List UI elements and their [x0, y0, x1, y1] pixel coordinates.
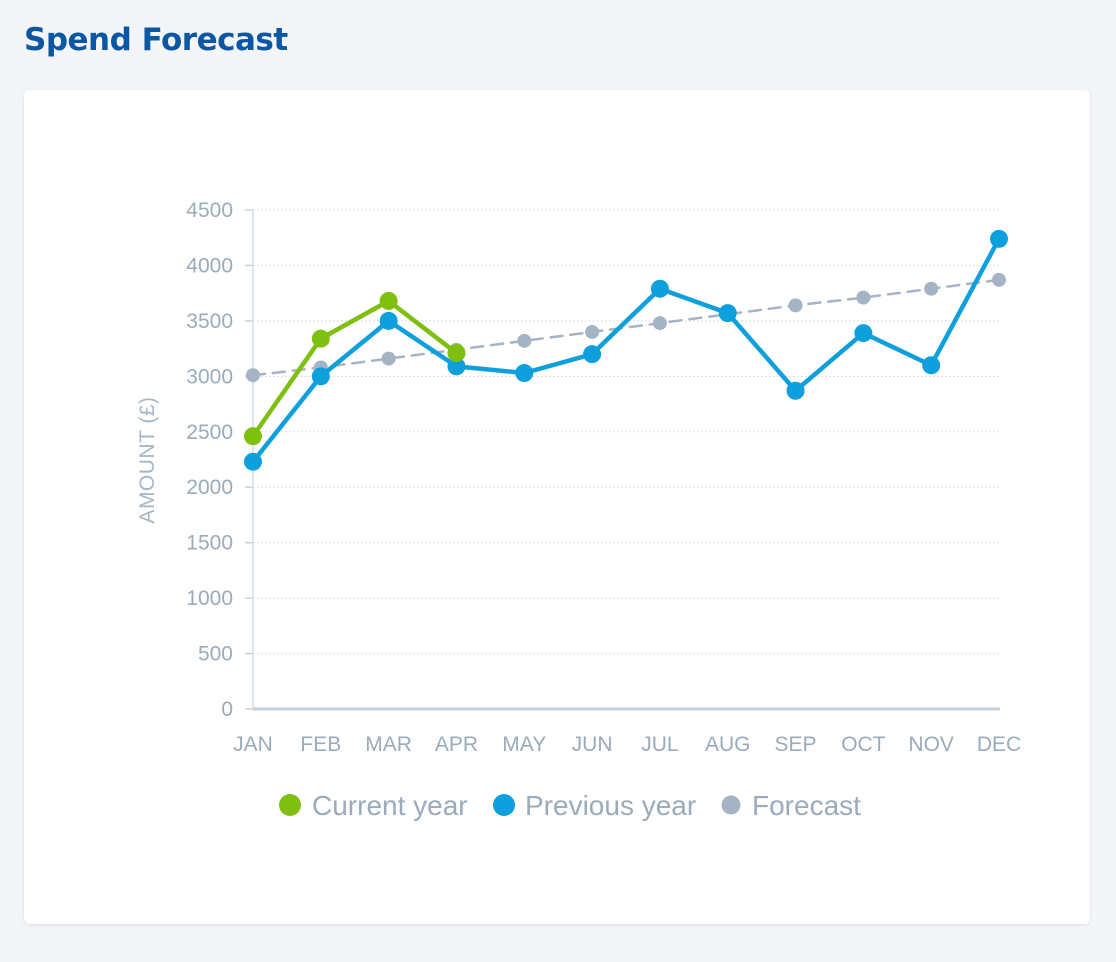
point-forecast-jan[interactable] — [246, 368, 260, 383]
spend-forecast-chart: 0 500 1000 1500 2000 2500 3000 3500 4000 4500 JAN F… — [136, 199, 1021, 821]
point-forecast-mar[interactable] — [381, 351, 396, 366]
x-tick-label-aug: AUG — [705, 733, 751, 756]
point-previous-year-jan[interactable] — [244, 452, 262, 471]
point-previous-year-jun[interactable] — [583, 345, 602, 364]
point-forecast-jun[interactable] — [585, 324, 600, 339]
point-forecast-dec[interactable] — [992, 272, 1006, 287]
x-tick-label-jun: JUN — [572, 733, 613, 756]
series-current-year — [244, 291, 466, 446]
point-previous-year-aug[interactable] — [718, 304, 737, 323]
legend-item-previous-year[interactable]: Previous year — [493, 790, 696, 821]
x-tick-label-jul: JUL — [641, 733, 678, 756]
series-line-previous-year — [250, 236, 1002, 464]
legend-label-current-year: Current year — [312, 790, 468, 821]
point-forecast-sep[interactable] — [788, 298, 803, 313]
point-previous-year-may[interactable] — [515, 364, 534, 383]
x-tick-label-mar: MAR — [365, 733, 412, 756]
y-tick-label-3500: 3500 — [186, 310, 233, 333]
x-tick-label-nov: NOV — [908, 733, 954, 756]
legend-item-current-year[interactable]: Current year — [279, 790, 468, 821]
point-previous-year-sep[interactable] — [786, 381, 805, 400]
point-forecast-may[interactable] — [517, 333, 532, 348]
y-tick-label-0: 0 — [221, 698, 233, 721]
x-tick-label-feb: FEB — [300, 733, 341, 756]
axes: 0 500 1000 1500 2000 2500 3000 3500 4000 4500 JAN F… — [136, 199, 1021, 756]
y-axis-title: AMOUNT (£) — [136, 396, 159, 523]
point-previous-year-mar[interactable] — [379, 311, 398, 330]
point-current-year-mar[interactable] — [379, 291, 398, 310]
x-tick-label-oct: OCT — [841, 733, 886, 756]
point-previous-year-oct[interactable] — [854, 324, 873, 343]
point-forecast-nov[interactable] — [924, 281, 939, 296]
point-current-year-jan[interactable] — [244, 427, 262, 446]
series-line-forecast — [251, 278, 1001, 377]
y-tick-label-4000: 4000 — [186, 254, 233, 277]
legend-item-forecast[interactable]: Forecast — [721, 790, 862, 821]
point-previous-year-jul[interactable] — [650, 279, 669, 298]
point-previous-year-dec[interactable] — [990, 229, 1008, 248]
y-tick-label-500: 500 — [198, 643, 233, 666]
x-tick-label-dec: DEC — [977, 733, 1021, 756]
point-previous-year-nov[interactable] — [922, 356, 941, 375]
series-forecast — [246, 272, 1006, 383]
page-title: Spend Forecast — [24, 22, 288, 58]
point-forecast-oct[interactable] — [856, 290, 871, 305]
x-tick-label-sep: SEP — [775, 733, 817, 756]
y-tick-label-1500: 1500 — [186, 532, 233, 555]
point-current-year-feb[interactable] — [311, 329, 330, 348]
legend: Current year Previous year Forecast — [279, 790, 861, 821]
point-previous-year-apr[interactable] — [447, 357, 466, 376]
point-previous-year-feb[interactable] — [311, 367, 330, 386]
legend-marker-current-year — [279, 794, 301, 816]
x-tick-label-apr: APR — [435, 733, 478, 756]
grid-lines — [253, 209, 1000, 655]
legend-label-previous-year: Previous year — [525, 790, 696, 821]
legend-marker-forecast — [721, 795, 741, 815]
series — [244, 229, 1008, 471]
y-tick-label-3000: 3000 — [186, 365, 233, 388]
legend-marker-previous-year — [493, 794, 515, 816]
y-tick-label-4500: 4500 — [186, 199, 233, 222]
series-previous-year — [244, 229, 1008, 471]
series-line-current-year — [250, 298, 459, 439]
y-tick-label-1000: 1000 — [186, 587, 233, 610]
point-forecast-jul[interactable] — [652, 316, 667, 331]
point-current-year-apr[interactable] — [447, 344, 466, 363]
x-tick-label-jan: JAN — [233, 733, 273, 756]
chart-card: 0 500 1000 1500 2000 2500 3000 3500 4000 4500 JAN F… — [24, 90, 1090, 924]
legend-label-forecast: Forecast — [752, 790, 861, 821]
y-tick-label-2500: 2500 — [186, 421, 233, 444]
y-tick-label-2000: 2000 — [186, 476, 233, 499]
x-tick-label-may: MAY — [502, 733, 546, 756]
